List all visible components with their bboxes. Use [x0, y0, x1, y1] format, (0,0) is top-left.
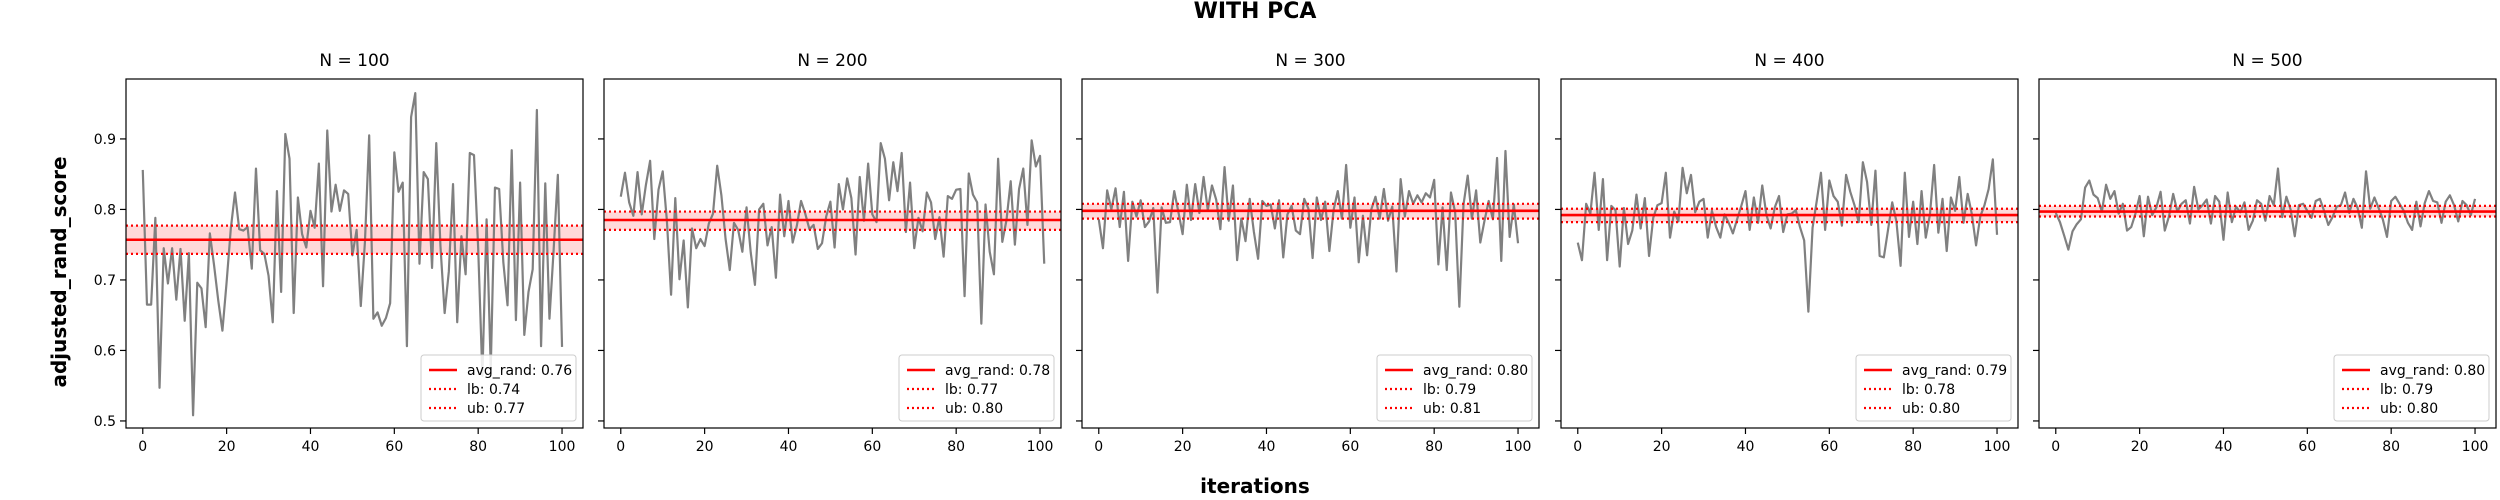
- x-tick-label: 20: [2131, 439, 2149, 455]
- x-tick-label: 40: [780, 439, 798, 455]
- x-tick-label: 80: [947, 439, 965, 455]
- x-tick-label: 80: [1425, 439, 1443, 455]
- panel-1: N = 100 0 20 40 60 80 100 0.5 0.6 0.7 0.8 0.9 avg_ra…: [94, 51, 584, 455]
- shared-xlabel: iterations: [1200, 474, 1310, 498]
- legend-entry: ub: 0.80: [945, 401, 1003, 417]
- series-line: [1097, 149, 1520, 308]
- x-tick-label: 0: [616, 439, 625, 455]
- legend-entry: lb: 0.79: [2380, 382, 2433, 398]
- y-tick-label: 0.9: [94, 132, 116, 148]
- legend-entry: lb: 0.79: [1423, 382, 1476, 398]
- axes-frame: [2038, 78, 2497, 429]
- legend-box: [420, 354, 577, 422]
- x-tick-label: 40: [2215, 439, 2233, 455]
- x-tick-label: 40: [1258, 439, 1276, 455]
- x-tick-label: 20: [696, 439, 714, 455]
- series-line: [619, 139, 1046, 325]
- legend-entry: ub: 0.77: [467, 401, 525, 417]
- x-tick-label: 20: [218, 439, 236, 455]
- legend-entry: lb: 0.78: [1902, 382, 1955, 398]
- x-tick-label: 0: [2051, 439, 2060, 455]
- panel-3: N = 300 0 20 40 60 80 100 avg_rand: 0.80 lb: 0.7…: [1076, 51, 1540, 455]
- y-tick-label: 0.8: [94, 202, 116, 218]
- x-tick-label: 20: [1174, 439, 1192, 455]
- legend-entry: avg_rand: 0.79: [1902, 363, 2007, 379]
- x-tick-label: 80: [1904, 439, 1922, 455]
- suptitle: WITH PCA: [1194, 0, 1317, 24]
- legend-box: [2333, 354, 2490, 422]
- series-line: [2054, 167, 2477, 251]
- legend-entry: avg_rand: 0.76: [467, 363, 572, 379]
- panels: N = 100 0 20 40 60 80 100 0.5 0.6 0.7 0.8 0.9 avg_ra…: [94, 51, 2497, 455]
- axes-frame: [603, 78, 1062, 429]
- legend-entry: avg_rand: 0.78: [945, 363, 1050, 379]
- x-tick-label: 40: [1737, 439, 1755, 455]
- panel-title: N = 500: [2232, 51, 2302, 71]
- legend-box: [1376, 354, 1533, 422]
- x-tick-label: 60: [1820, 439, 1838, 455]
- x-tick-label: 100: [1505, 439, 1532, 455]
- panel-2: N = 200 0 20 40 60 80 100 avg_rand: 0.78 lb: 0.7…: [598, 51, 1062, 455]
- series-line: [1576, 158, 1999, 313]
- x-tick-label: 100: [549, 439, 576, 455]
- panel-title: N = 400: [1754, 51, 1824, 71]
- legend-entry: ub: 0.80: [2380, 401, 2438, 417]
- y-tick-label: 0.6: [94, 343, 116, 359]
- x-tick-label: 60: [863, 439, 881, 455]
- legend-box: [1855, 354, 2012, 422]
- axes-frame: [125, 78, 584, 429]
- x-tick-label: 100: [2462, 439, 2489, 455]
- legend-entry: avg_rand: 0.80: [2380, 363, 2485, 379]
- x-tick-label: 0: [138, 439, 147, 455]
- x-tick-label: 40: [302, 439, 320, 455]
- x-tick-label: 20: [1653, 439, 1671, 455]
- x-tick-label: 60: [2298, 439, 2316, 455]
- legend-entry: ub: 0.80: [1902, 401, 1960, 417]
- legend-entry: ub: 0.81: [1423, 401, 1481, 417]
- panel-title: N = 300: [1275, 51, 1345, 71]
- panel-title: N = 100: [319, 51, 389, 71]
- legend-entry: lb: 0.77: [945, 382, 998, 398]
- panel-4: N = 400 0 20 40 60 80 100 avg_rand: 0.79 lb: 0.7…: [1555, 51, 2019, 455]
- x-tick-label: 0: [1573, 439, 1582, 455]
- x-tick-label: 60: [385, 439, 403, 455]
- x-tick-label: 80: [469, 439, 487, 455]
- y-tick-label: 0.7: [94, 273, 116, 289]
- x-tick-label: 100: [1027, 439, 1054, 455]
- legend-entry: lb: 0.74: [467, 382, 520, 398]
- legend-box: [898, 354, 1055, 422]
- axes-frame: [1560, 78, 2019, 429]
- panel-title: N = 200: [797, 51, 867, 71]
- x-tick-label: 80: [2382, 439, 2400, 455]
- x-tick-label: 0: [1094, 439, 1103, 455]
- x-tick-label: 100: [1984, 439, 2011, 455]
- x-tick-label: 60: [1341, 439, 1359, 455]
- panel-5: N = 500 0 20 40 60 80 100 avg_rand: 0.80 lb: 0.7…: [2033, 51, 2497, 455]
- axes-frame: [1081, 78, 1540, 429]
- legend-entry: avg_rand: 0.80: [1423, 363, 1528, 379]
- y-tick-label: 0.5: [94, 414, 116, 430]
- shared-ylabel: adjusted_rand_score: [47, 156, 71, 387]
